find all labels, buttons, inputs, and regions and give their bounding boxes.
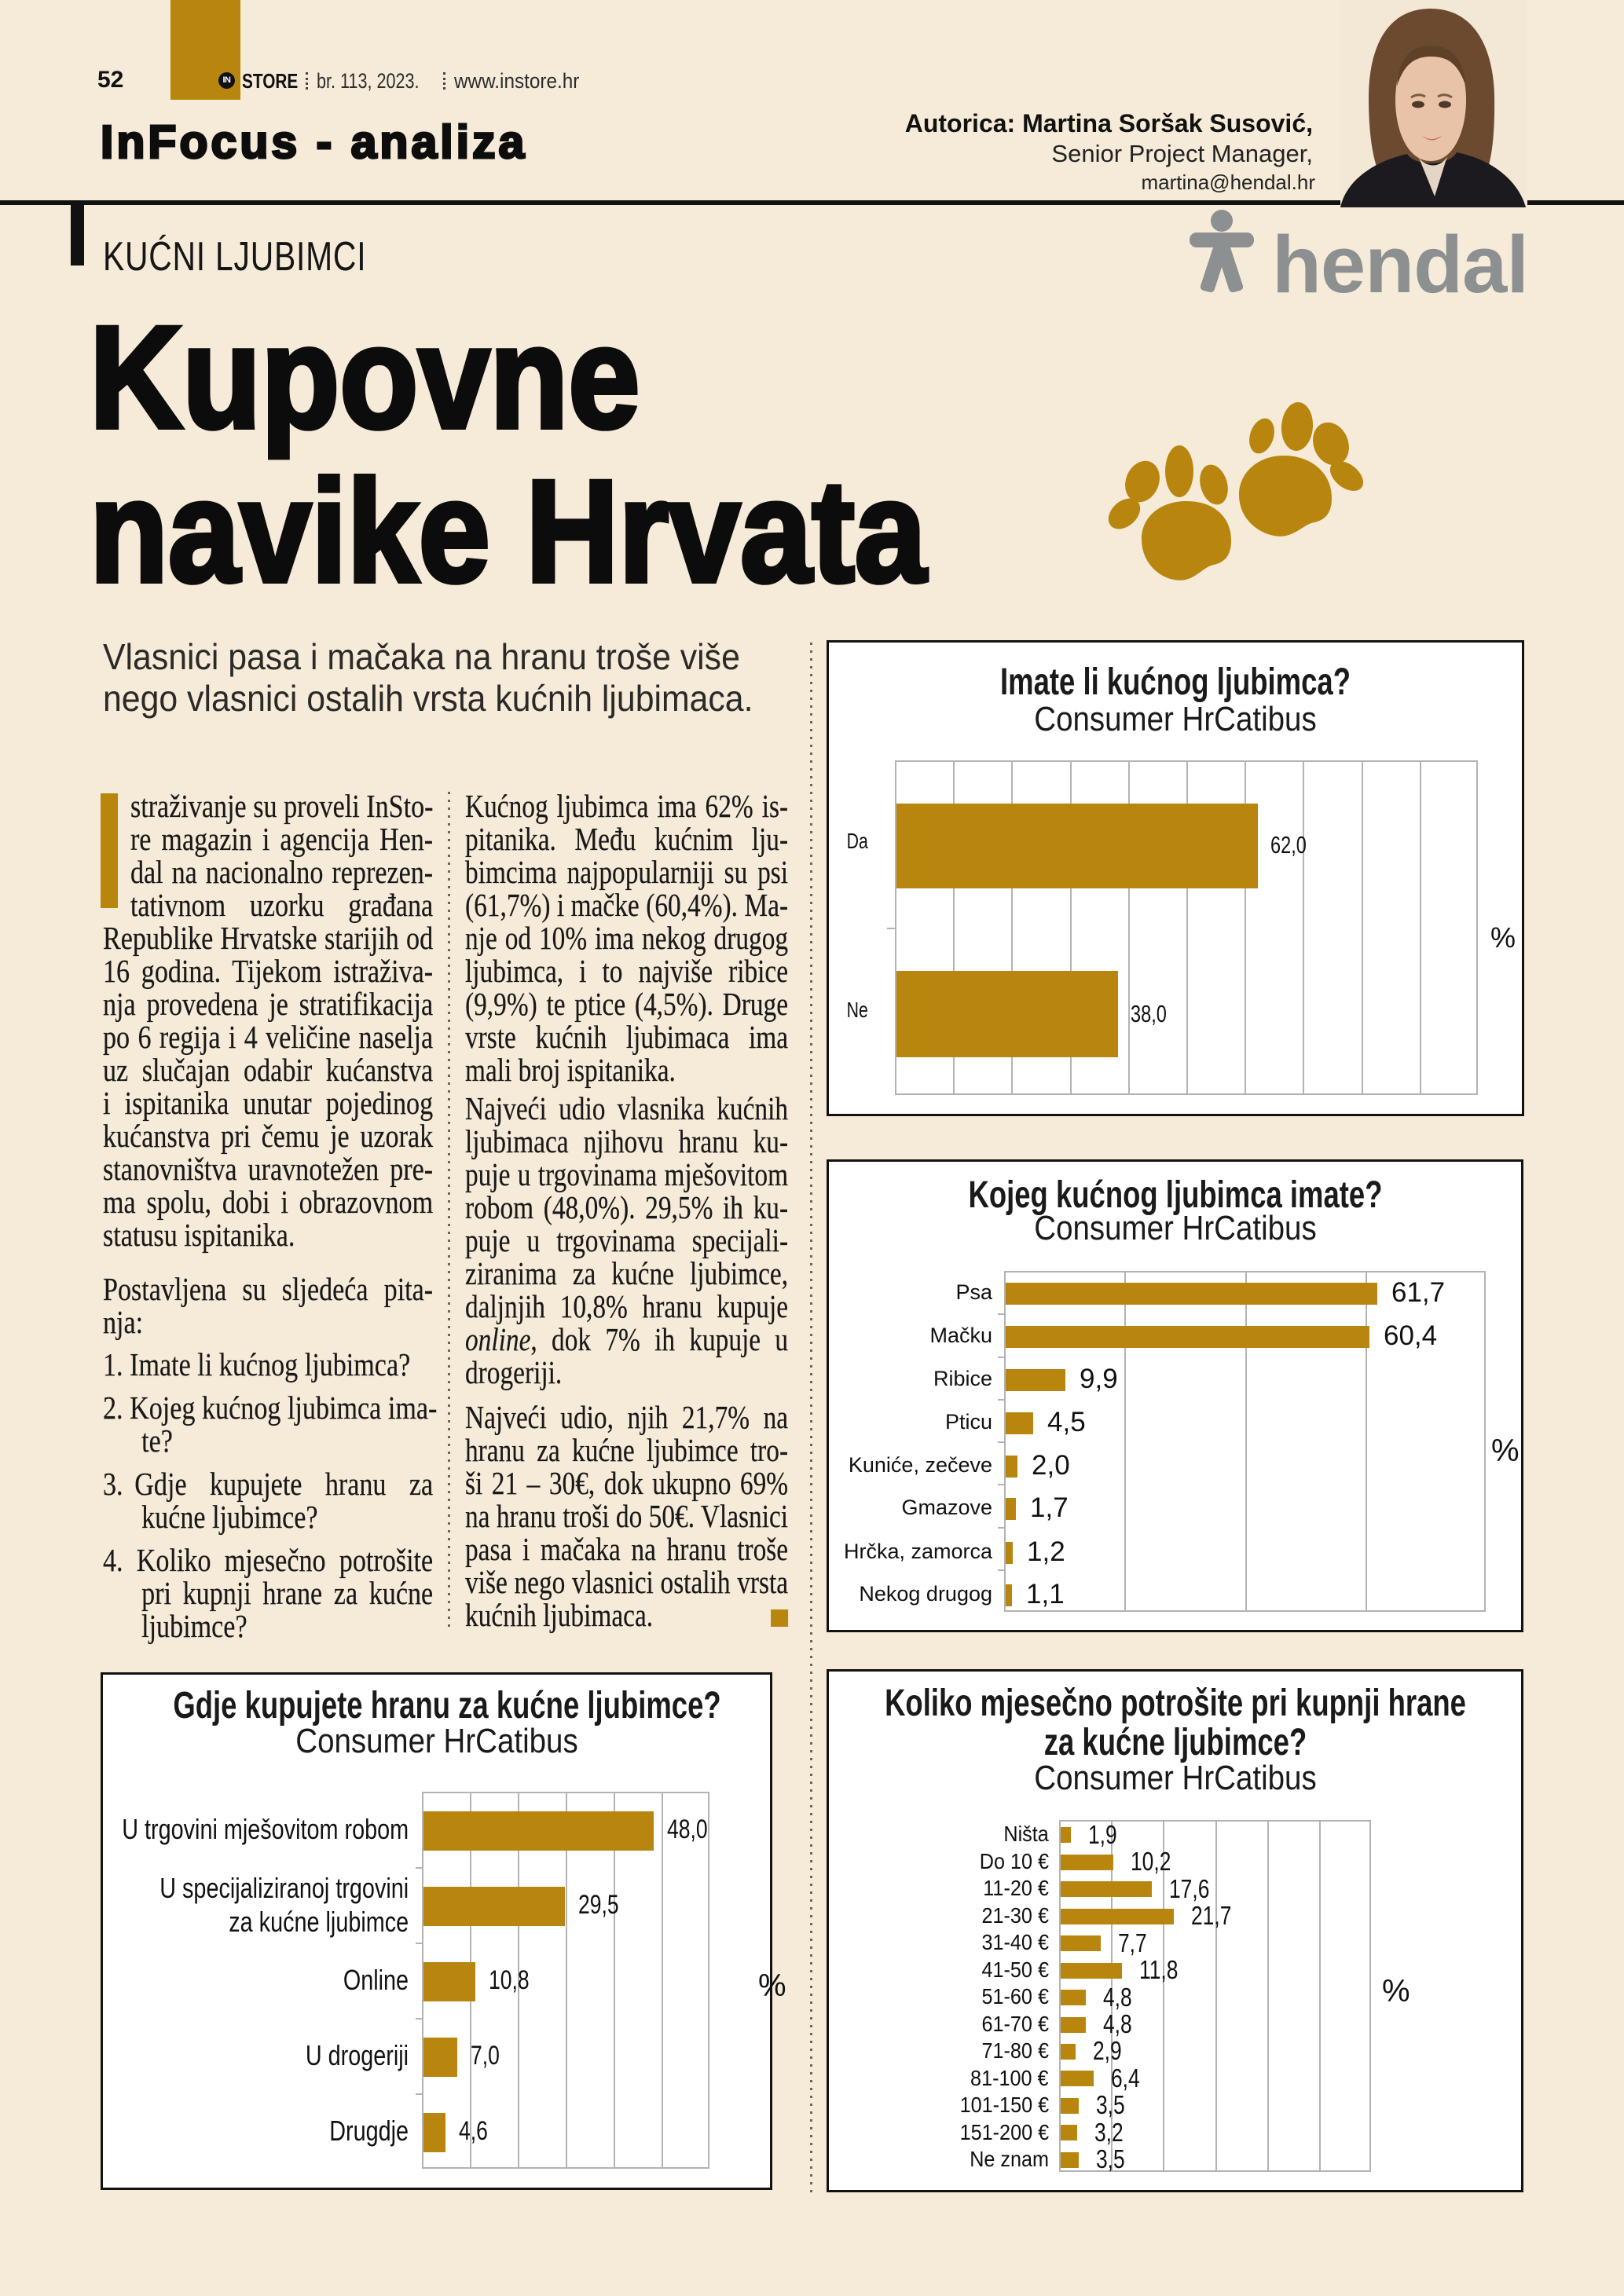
- svg-text:hendal: hendal: [1272, 219, 1528, 297]
